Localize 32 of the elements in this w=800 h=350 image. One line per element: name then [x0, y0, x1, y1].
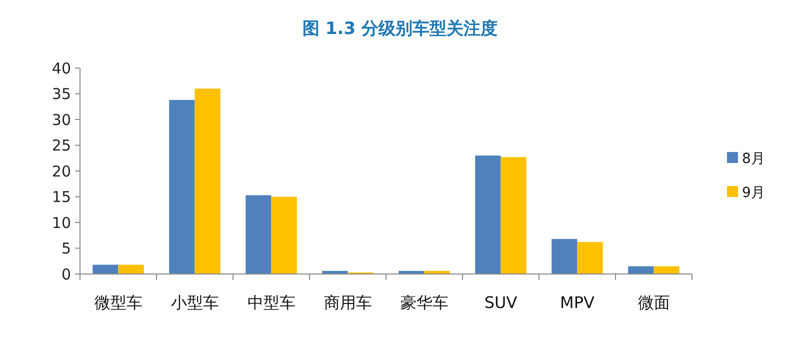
bar — [475, 156, 501, 274]
bar — [169, 100, 195, 274]
y-tick-label: 10 — [52, 214, 71, 232]
y-tick-label: 40 — [52, 59, 71, 78]
x-tick-label: 微型车 — [94, 293, 142, 312]
x-tick-label: 豪华车 — [400, 293, 448, 312]
bar — [500, 157, 526, 274]
y-tick-label: 25 — [52, 136, 71, 154]
x-tick-label: 中型车 — [247, 293, 296, 312]
bar — [92, 264, 118, 274]
legend-label: 9月 — [742, 184, 765, 201]
y-tick-label: 30 — [52, 110, 71, 129]
chart-title: 图 1.3 分级别车型关注度 — [302, 19, 498, 39]
bar — [628, 266, 654, 274]
y-tick-label: 35 — [52, 85, 71, 103]
y-tick-label: 20 — [52, 162, 71, 180]
legend-label: 8月 — [742, 150, 765, 167]
bar — [552, 238, 578, 274]
bar — [118, 264, 144, 274]
y-tick-label: 5 — [61, 240, 71, 258]
y-tick-label: 0 — [61, 265, 71, 284]
y-tick-label: 15 — [52, 188, 71, 206]
bar — [246, 195, 272, 274]
x-tick-label: 小型车 — [170, 293, 219, 312]
bar — [194, 88, 220, 274]
bar — [577, 242, 603, 274]
x-tick-label: 微面 — [638, 293, 670, 312]
bar — [654, 266, 680, 274]
bar — [271, 196, 297, 274]
x-tick-label: SUV — [484, 293, 518, 312]
x-tick-label: MPV — [560, 293, 594, 312]
x-tick-label: 商用车 — [324, 293, 372, 312]
